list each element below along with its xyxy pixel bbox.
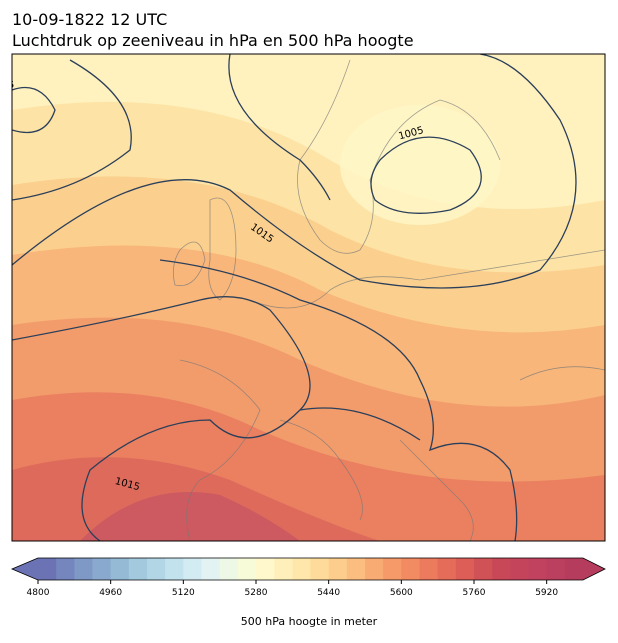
colorbar-bin xyxy=(256,558,275,580)
colorbar-bin xyxy=(92,558,112,580)
colorbar-bin xyxy=(365,558,384,580)
colorbar-tick-label: 5920 xyxy=(535,588,558,598)
colorbar-bin xyxy=(328,558,348,580)
colorbar-tick-label: 4960 xyxy=(99,588,122,598)
colorbar-bin xyxy=(183,558,202,580)
title-line: 10-09-1822 12 UTC xyxy=(12,10,167,29)
colorbar-bin xyxy=(74,558,93,580)
colorbar-bin xyxy=(38,558,57,580)
colorbar-extend xyxy=(12,558,38,580)
colorbar-bin xyxy=(147,558,166,580)
colorbar-tick-label: 5760 xyxy=(463,588,486,598)
colorbar-bin xyxy=(455,558,475,580)
colorbar-label: 500 hPa hoogte in meter xyxy=(241,615,378,628)
colorbar: 4800 4960 5120 5280 5440 5600 5760 5920 xyxy=(10,557,606,598)
map: 5 1005 1015 1015 xyxy=(8,54,605,541)
colorbar-bin xyxy=(437,558,457,580)
colorbar-bin xyxy=(201,558,221,580)
colorbar-bin xyxy=(474,558,493,580)
map-frame xyxy=(11,53,606,542)
colorbar-bin xyxy=(419,558,439,580)
colorbar-bin xyxy=(564,558,584,580)
colorbar-tick-label: 4800 xyxy=(27,588,50,598)
colorbar-bin xyxy=(492,558,511,580)
colorbar-tick-label: 5440 xyxy=(317,588,340,598)
colorbar-bin xyxy=(128,558,148,580)
colorbar-frame xyxy=(10,557,606,581)
colorbar-bin xyxy=(219,558,239,580)
colorbar-extend xyxy=(583,558,605,580)
colorbar-bin xyxy=(510,558,529,580)
colorbar-bin xyxy=(346,558,366,580)
colorbar-tick-label: 5280 xyxy=(245,588,268,598)
colorbar-bin xyxy=(292,558,311,580)
title-line: Luchtdruk op zeeniveau in hPa en 500 hPa… xyxy=(12,31,414,50)
colorbar-bin xyxy=(110,558,130,580)
colorbar-bin xyxy=(165,558,184,580)
colorbar-tick-label: 5600 xyxy=(390,588,413,598)
colorbar-bin xyxy=(310,558,330,580)
contour-label: 5 xyxy=(8,80,14,91)
colorbar-bin xyxy=(237,558,257,580)
colorbar-tick-label: 5120 xyxy=(172,588,195,598)
colorbar-bin xyxy=(383,558,402,580)
colorbar-bin xyxy=(274,558,293,580)
colorbar-bin xyxy=(401,558,420,580)
colorbar-bin xyxy=(546,558,566,580)
colorbar-bin xyxy=(528,558,548,580)
colorbar-bin xyxy=(56,558,75,580)
